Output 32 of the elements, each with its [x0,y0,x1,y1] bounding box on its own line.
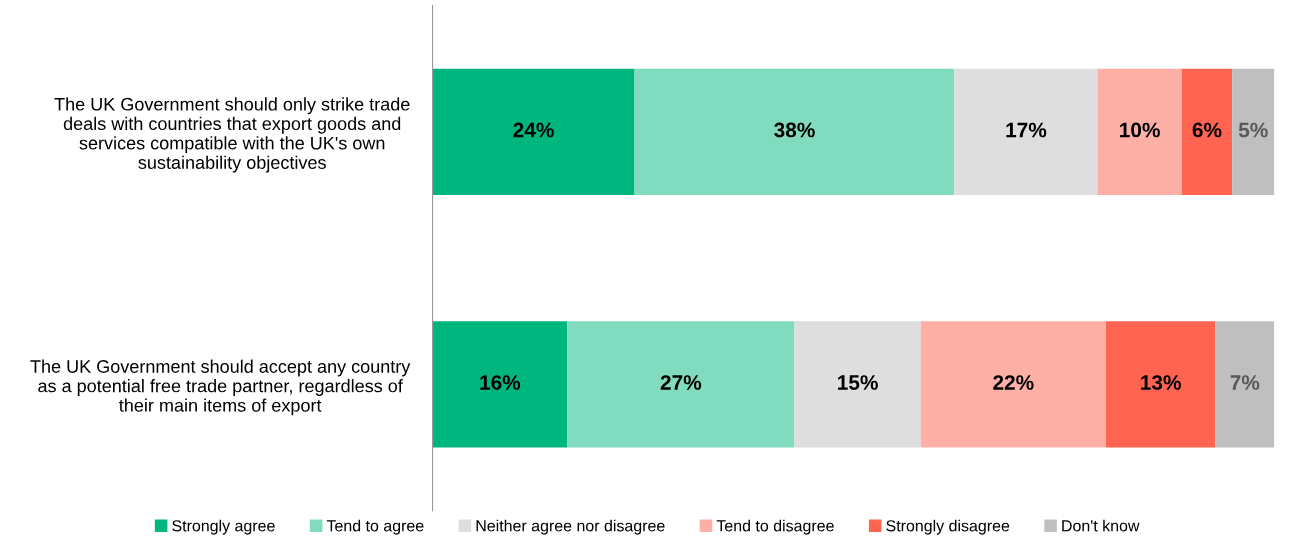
bar [1181,68,1233,195]
data-label: 24% [513,122,554,138]
bar [1215,321,1275,448]
data-label: 6% [1192,122,1222,138]
bar [432,68,635,195]
legend-label: Strongly agree [172,519,275,535]
bar [432,321,568,448]
legend-label: Neither agree nor disagree [476,519,665,535]
legend-label: Tend to disagree [716,519,834,535]
data-label: 17% [1006,122,1047,138]
y-tick-label: The UK Government should only strike trade deals with countries that export goods and services compatible with the UK's own sustainability objectives [54,97,410,173]
data-label: 10% [1120,122,1160,138]
bar [920,321,1106,448]
legend-label: Tend to agree [326,519,424,535]
bar [954,68,1098,195]
data-label: 15% [838,375,878,390]
bar [1097,68,1182,195]
bar [1105,321,1216,448]
y-tick-label: The UK Government should accept any country as a potential free trade partner, regardless of their main items of export [30,359,411,416]
legend-label: Strongly disagree [886,519,1010,535]
bar [567,321,795,448]
data-label: 7% [1230,375,1260,390]
data-label: 22% [993,375,1034,390]
data-label: 38% [774,122,815,138]
data-label: 16% [480,375,521,390]
data-label: 5% [1238,122,1268,138]
bar [794,321,921,448]
data-label: 13% [1141,375,1181,390]
bar [634,68,955,195]
legend-label: Don't know [1062,519,1140,532]
data-label: 27% [660,375,702,390]
bar [1232,68,1275,195]
